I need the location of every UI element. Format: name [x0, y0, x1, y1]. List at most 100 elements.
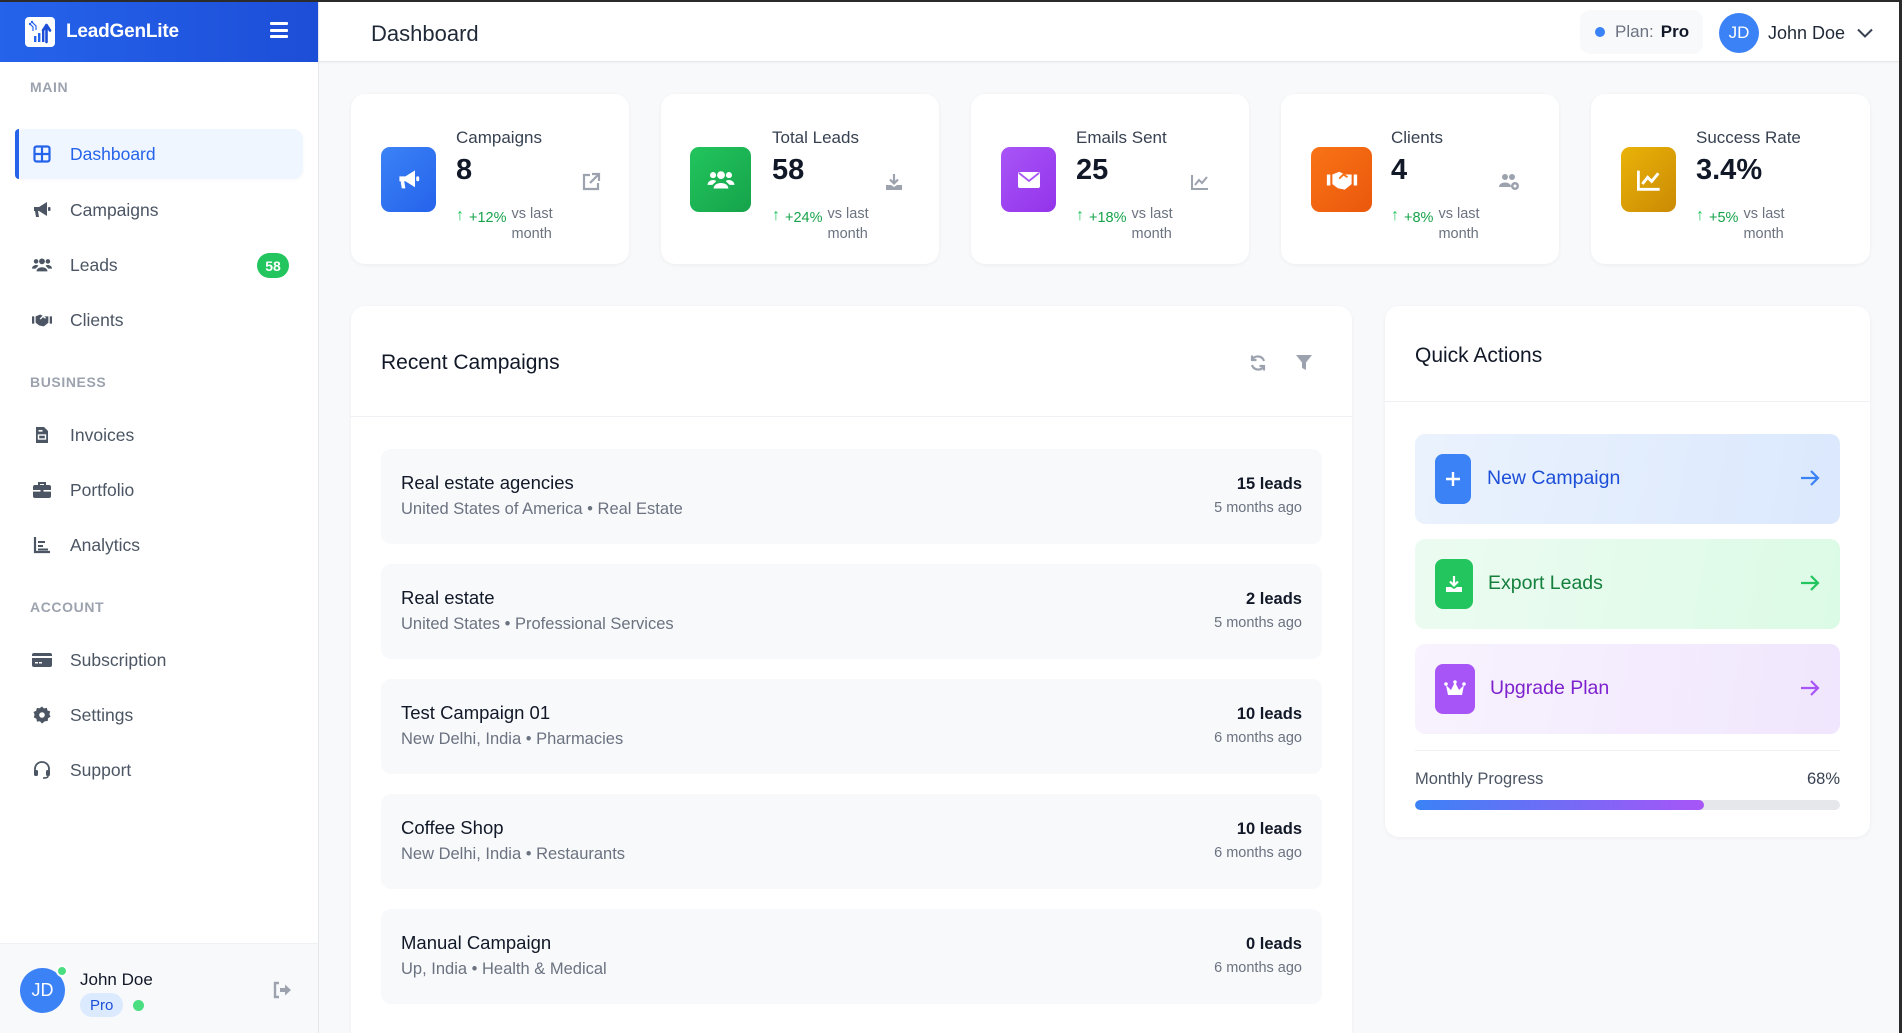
campaign-list-item[interactable]: Real estate United States • Professional…: [381, 564, 1322, 659]
arrow-up-icon: ↑: [456, 207, 464, 224]
user-menu-button[interactable]: JD John Doe: [1719, 13, 1873, 53]
online-status-dot: [56, 965, 68, 977]
plan-dot: [1595, 27, 1605, 37]
divider: [351, 416, 1352, 417]
refresh-button[interactable]: [1248, 353, 1268, 373]
invoice-icon: [32, 425, 52, 445]
campaign-name: Real estate: [401, 587, 495, 608]
campaign-leads: 2 leads: [1246, 590, 1302, 608]
sidebar-item-settings[interactable]: Settings: [15, 690, 303, 740]
status-dot: [133, 1000, 144, 1011]
menu-toggle-button[interactable]: [270, 22, 288, 38]
stat-change: +24%: [785, 210, 823, 226]
campaign-meta: New Delhi, India • Pharmacies: [401, 730, 624, 748]
sidebar-item-label: Leads: [70, 254, 118, 275]
sidebar-item-analytics[interactable]: Analytics: [15, 520, 303, 570]
app-logo-icon[interactable]: [25, 17, 55, 47]
sidebar-item-label: Support: [70, 759, 132, 780]
campaign-list-item[interactable]: Test Campaign 01 New Delhi, India • Phar…: [381, 679, 1322, 774]
sidebar-item-leads[interactable]: Leads 58: [15, 240, 303, 290]
stat-change-note: vs last month: [1743, 206, 1785, 242]
sidebar-item-portfolio[interactable]: Portfolio: [15, 465, 303, 515]
campaign-list-item[interactable]: Real estate agencies United States of Am…: [381, 449, 1322, 544]
briefcase-icon: [32, 480, 52, 500]
arrow-up-icon: ↑: [1696, 207, 1704, 224]
users-gear-icon[interactable]: [1498, 171, 1520, 193]
sidebar-item-label: Clients: [70, 309, 124, 330]
arrow-right-icon: [1801, 575, 1820, 591]
sidebar-item-dashboard[interactable]: Dashboard: [15, 129, 303, 179]
campaign-time: 6 months ago: [1214, 845, 1302, 861]
campaign-leads: 10 leads: [1236, 705, 1302, 723]
leads-count-badge: 58: [257, 253, 289, 278]
campaign-name: Manual Campaign: [401, 932, 552, 953]
external-link-icon[interactable]: [580, 171, 602, 193]
filter-button[interactable]: [1294, 353, 1314, 373]
download-icon[interactable]: [883, 171, 905, 193]
progress-fill: [1415, 800, 1704, 810]
stat-value: 25: [1076, 154, 1109, 186]
plan-badge: Pro: [80, 993, 124, 1017]
stat-card-emails-sent[interactable]: Emails Sent 25 ↑ +18% vs last month: [971, 94, 1249, 264]
sidebar-item-invoices[interactable]: Invoices: [15, 410, 303, 460]
envelope-icon: [1001, 147, 1056, 212]
campaign-name: Real estate agencies: [401, 472, 574, 493]
campaign-meta: New Delhi, India • Restaurants: [401, 845, 626, 863]
sidebar-item-label: Settings: [70, 704, 134, 725]
stat-trend: ↑ +12% vs last month: [456, 204, 564, 244]
logout-button[interactable]: [272, 981, 292, 999]
campaign-time: 6 months ago: [1214, 960, 1302, 976]
sidebar-item-campaigns[interactable]: Campaigns: [15, 185, 303, 235]
monthly-progress-bar: [1415, 800, 1840, 810]
sidebar-item-label: Dashboard: [70, 143, 156, 164]
sidebar: LeadGenLite MAIN Dashboard Campaigns Lea…: [0, 2, 319, 1033]
monthly-progress-label: Monthly Progress: [1415, 770, 1544, 788]
stat-trend: ↑ +24% vs last month: [772, 204, 880, 244]
new-campaign-button[interactable]: New Campaign: [1415, 434, 1840, 524]
campaign-leads: 0 leads: [1246, 935, 1302, 953]
handshake-icon: [1311, 147, 1372, 212]
upgrade-plan-button[interactable]: Upgrade Plan: [1415, 644, 1840, 734]
stat-trend: ↑ +8% vs last month: [1391, 204, 1490, 244]
top-bar: Dashboard Plan: Pro JD John Doe: [319, 2, 1899, 62]
stat-trend: ↑ +18% vs last month: [1076, 204, 1184, 244]
stat-value: 58: [772, 154, 805, 186]
arrow-up-icon: ↑: [1076, 207, 1084, 224]
sidebar-item-clients[interactable]: Clients: [15, 295, 303, 345]
users-icon: [32, 255, 52, 275]
plus-icon: [1435, 454, 1471, 504]
action-label: Upgrade Plan: [1490, 677, 1610, 699]
line-chart-icon: [1621, 147, 1676, 212]
sidebar-item-label: Invoices: [70, 424, 135, 445]
campaign-name: Test Campaign 01: [401, 702, 551, 723]
hamburger-icon: [270, 22, 288, 25]
app-name: LeadGenLite: [66, 21, 179, 42]
sidebar-item-support[interactable]: Support: [15, 745, 303, 795]
user-name: John Doe: [1768, 22, 1846, 43]
gear-icon: [32, 705, 52, 725]
user-name: John Doe: [80, 970, 153, 989]
plan-label: Plan:: [1615, 22, 1654, 41]
stat-label: Campaigns: [456, 128, 542, 147]
line-chart-icon[interactable]: [1189, 171, 1211, 193]
campaign-list-item[interactable]: Manual Campaign Up, India • Health & Med…: [381, 909, 1322, 1004]
sidebar-item-subscription[interactable]: Subscription: [15, 635, 303, 685]
stat-change: +5%: [1709, 210, 1739, 226]
campaign-meta: United States of America • Real Estate: [401, 500, 683, 518]
avatar[interactable]: JD: [20, 968, 65, 1013]
stat-card-campaigns[interactable]: Campaigns 8 ↑ +12% vs last month: [351, 94, 629, 264]
nav-section-account: ACCOUNT: [30, 599, 105, 615]
stat-card-clients[interactable]: Clients 4 ↑ +8% vs last month: [1281, 94, 1559, 264]
stat-change: +18%: [1089, 210, 1127, 226]
stat-value: 4: [1391, 154, 1408, 186]
download-icon: [1435, 559, 1473, 609]
campaign-list-item[interactable]: Coffee Shop New Delhi, India • Restauran…: [381, 794, 1322, 889]
stat-change: +12%: [469, 210, 507, 226]
stat-change-note: vs last month: [827, 206, 869, 242]
stat-change-note: vs last month: [1438, 206, 1480, 242]
export-leads-button[interactable]: Export Leads: [1415, 539, 1840, 629]
stat-card-success-rate[interactable]: Success Rate 3.4% ↑ +5% vs last month: [1591, 94, 1870, 264]
nav-section-main: MAIN: [30, 79, 69, 95]
stat-card-total-leads[interactable]: Total Leads 58 ↑ +24% vs last month: [661, 94, 939, 264]
divider: [1385, 401, 1870, 402]
